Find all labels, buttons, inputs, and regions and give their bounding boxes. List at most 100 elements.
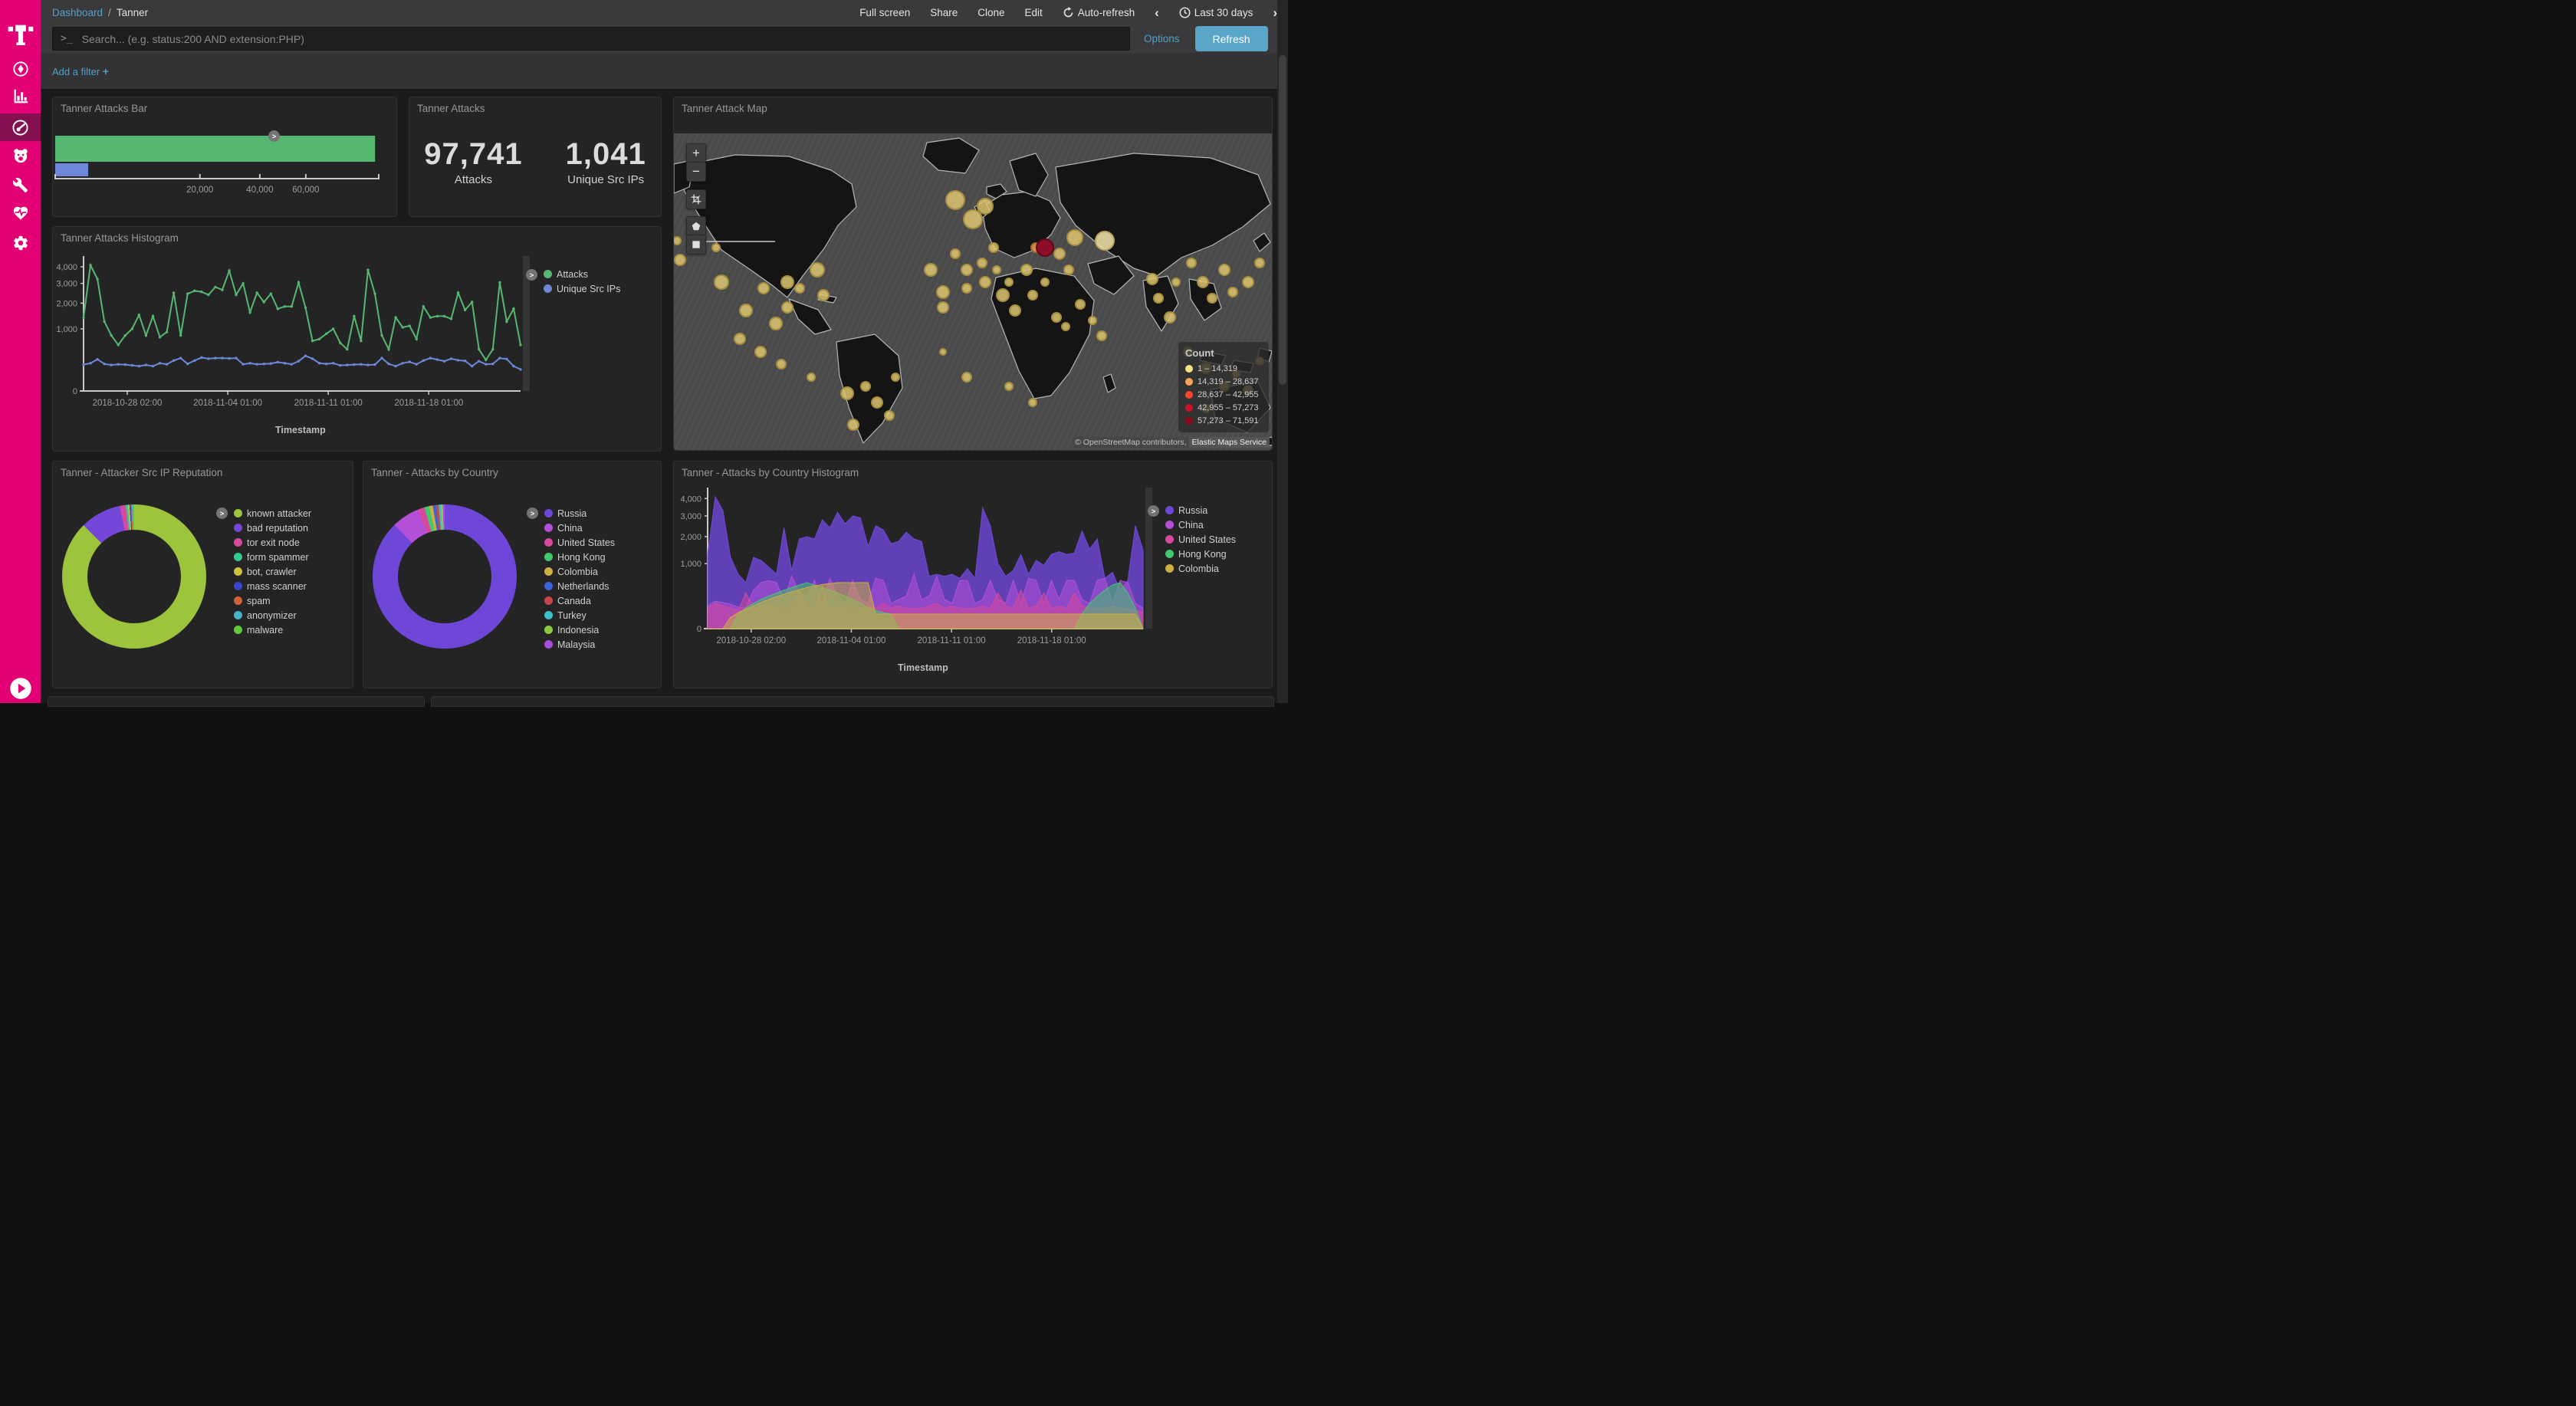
legend-item[interactable]: Hong Kong <box>1165 547 1236 561</box>
legend-item[interactable]: Russia <box>544 506 615 521</box>
attack-bubble <box>847 418 859 431</box>
legend-label: known attacker <box>247 508 312 519</box>
legend-label: Hong Kong <box>1178 548 1227 560</box>
map-legend-items: 1 – 14,319 14,319 – 28,637 28,637 – 42,955… <box>1185 362 1262 427</box>
attack-bubble <box>674 236 682 246</box>
ems-attribution[interactable]: Elastic Maps Service <box>1188 437 1270 448</box>
attack-bubble <box>1152 292 1164 304</box>
legend-label: United States <box>1178 534 1237 545</box>
attack-bubble <box>776 359 787 370</box>
legend-item[interactable]: Canada <box>544 593 615 608</box>
legend-item[interactable]: United States <box>544 535 615 550</box>
sidebar-item-visualize[interactable] <box>0 82 41 110</box>
panel-attacker-src-ip-reputation: Tanner - Attacker Src IP Reputation > kn… <box>52 461 353 688</box>
sidebar-collapse-button[interactable] <box>0 673 41 704</box>
legend-toggle-icon[interactable]: > <box>527 508 538 519</box>
legend-item[interactable]: tor exit node <box>234 535 311 550</box>
legend-item[interactable]: known attacker <box>234 506 311 521</box>
map-zoom-out-button[interactable]: − <box>686 162 706 182</box>
map-zoom-in-button[interactable]: + <box>686 143 706 163</box>
svg-text:2018-11-11 01:00: 2018-11-11 01:00 <box>918 636 986 646</box>
edit-button[interactable]: Edit <box>1024 6 1043 18</box>
legend-item[interactable]: Attacks <box>544 267 620 281</box>
svg-text:3,000: 3,000 <box>680 512 702 521</box>
auto-refresh-button[interactable]: Auto-refresh <box>1063 6 1135 18</box>
legend-swatch <box>544 553 553 561</box>
legend-item[interactable]: China <box>1165 517 1236 532</box>
page-scrollbar-thumb[interactable] <box>1279 55 1286 385</box>
refresh-button[interactable]: Refresh <box>1194 26 1268 51</box>
donut-hole <box>87 530 181 623</box>
osm-attribution[interactable]: © OpenStreetMap contributors, <box>1073 437 1189 448</box>
legend-item[interactable]: Turkey <box>544 608 615 623</box>
legend-label: Turkey <box>557 609 586 621</box>
legend-item[interactable]: Hong Kong <box>544 550 615 564</box>
legend-toggle-icon[interactable]: > <box>1148 505 1159 517</box>
legend-item[interactable]: Colombia <box>1165 561 1236 576</box>
attack-bubble <box>1185 258 1197 269</box>
map-fit-bounds-button[interactable] <box>686 189 706 209</box>
attacks-histogram-chart[interactable]: 0 1,000 2,000 3,000 4,000 2018-10-28 02:00 201… <box>53 227 662 456</box>
share-button[interactable]: Share <box>930 6 958 18</box>
map-draw-polygon-button[interactable] <box>686 216 706 236</box>
time-back-button[interactable]: ‹ <box>1155 5 1159 20</box>
legend-label: Indonesia <box>557 624 600 636</box>
svg-text:4,000: 4,000 <box>56 263 77 272</box>
attacks-bar-chart[interactable]: 20,000 40,000 60,000 <box>53 120 383 205</box>
legend-item[interactable]: Colombia <box>544 564 615 579</box>
world-map-canvas[interactable]: + − Count 1 – 14,319 14,319 – 28,637 28,63… <box>674 133 1272 450</box>
legend-item[interactable]: Malaysia <box>544 637 615 652</box>
attack-bubble <box>1040 278 1050 287</box>
attack-bubble <box>937 301 949 314</box>
time-forward-button[interactable]: › <box>1273 5 1277 20</box>
legend-item[interactable]: Indonesia <box>544 623 615 637</box>
attack-bubble <box>1020 263 1033 276</box>
attack-bubble <box>936 284 950 299</box>
legend-item[interactable]: Netherlands <box>544 579 615 593</box>
legend-item[interactable]: spam <box>234 593 311 608</box>
attack-bubble <box>1197 276 1210 289</box>
options-link[interactable]: Options <box>1144 33 1180 44</box>
sidebar-item-devtools[interactable] <box>0 171 41 199</box>
sidebar-item-bear-app[interactable] <box>0 142 41 169</box>
attack-bubble <box>1094 231 1115 251</box>
legend-item[interactable]: United States <box>1165 532 1236 547</box>
legend-toggle-icon[interactable]: > <box>526 269 537 281</box>
legend-item[interactable]: bad reputation <box>234 521 311 535</box>
map-legend-title: Count <box>1185 347 1214 359</box>
donut-hole <box>398 530 491 623</box>
fullscreen-button[interactable]: Full screen <box>859 6 911 18</box>
legend-item[interactable]: anonymizer <box>234 608 311 623</box>
legend-toggle-icon[interactable]: > <box>216 508 228 519</box>
legend-item[interactable]: mass scanner <box>234 579 311 593</box>
sidebar-item-discover[interactable] <box>0 55 41 83</box>
bar-chart-svg: 20,000 40,000 60,000 <box>54 136 380 195</box>
panel-attacks-by-country-histogram: Tanner - Attacks by Country Histogram 0 1… <box>673 461 1273 688</box>
partial-bucket-endzone <box>1145 488 1152 629</box>
legend-item[interactable]: Russia <box>1165 503 1236 517</box>
country-area-chart[interactable]: 0 1,000 2,000 3,000 4,000 2018-10-28 02:00 201… <box>674 462 1273 693</box>
sidebar-item-monitoring[interactable] <box>0 199 41 227</box>
crop-bounds-icon <box>691 194 702 205</box>
search-input[interactable] <box>80 31 1122 46</box>
add-filter-button[interactable]: Add a filter + <box>52 64 109 77</box>
legend-toggle-icon[interactable]: > <box>268 130 280 142</box>
legend-label: spam <box>247 595 271 606</box>
sidebar-item-management[interactable] <box>0 229 41 257</box>
legend-label: 57,273 – 71,591 <box>1198 416 1259 425</box>
legend-item[interactable]: bot, crawler <box>234 564 311 579</box>
time-range-picker[interactable]: Last 30 days <box>1179 7 1253 18</box>
telekom-logo[interactable] <box>0 17 41 51</box>
legend-item[interactable]: China <box>544 521 615 535</box>
play-circle-icon <box>9 678 31 699</box>
map-draw-rectangle-button[interactable] <box>686 235 706 255</box>
clone-button[interactable]: Clone <box>978 6 1005 18</box>
legend-item[interactable]: Unique Src IPs <box>544 281 620 296</box>
panel-title: Tanner Attacks Histogram <box>61 232 179 244</box>
legend-item[interactable]: form spammer <box>234 550 311 564</box>
sidebar-item-dashboard[interactable] <box>0 113 41 141</box>
breadcrumb-dashboard-link[interactable]: Dashboard <box>52 6 104 18</box>
attack-bubble <box>714 274 730 291</box>
search-bar-row: >_ Options Refresh <box>41 25 1288 53</box>
legend-item[interactable]: malware <box>234 623 311 637</box>
